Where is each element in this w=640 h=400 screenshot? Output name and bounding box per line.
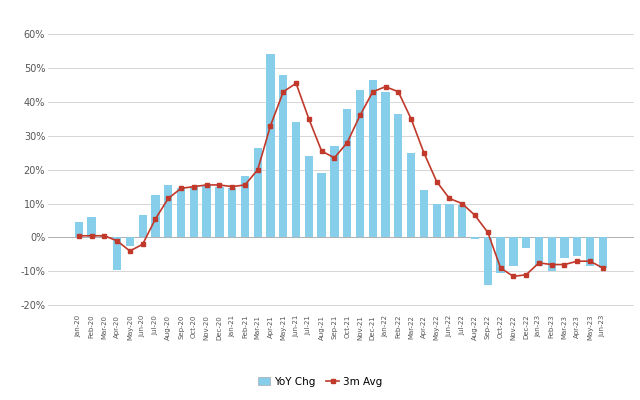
Bar bbox=[305, 156, 313, 238]
Bar bbox=[433, 204, 441, 238]
Bar bbox=[586, 238, 594, 266]
Bar bbox=[330, 146, 339, 238]
Bar bbox=[151, 195, 159, 238]
Bar bbox=[471, 238, 479, 239]
Bar bbox=[497, 238, 505, 273]
Bar bbox=[484, 238, 492, 285]
Bar bbox=[113, 238, 121, 270]
Bar bbox=[215, 187, 223, 238]
Bar bbox=[598, 238, 607, 268]
Bar bbox=[253, 148, 262, 238]
Bar bbox=[292, 122, 300, 238]
Bar bbox=[573, 238, 581, 256]
Bar bbox=[317, 173, 326, 238]
Legend: YoY Chg, 3m Avg: YoY Chg, 3m Avg bbox=[253, 372, 387, 391]
Bar bbox=[266, 54, 275, 238]
Bar bbox=[138, 216, 147, 238]
Bar bbox=[509, 238, 518, 266]
Bar bbox=[561, 238, 568, 258]
Bar bbox=[369, 80, 377, 238]
Bar bbox=[100, 236, 109, 238]
Bar bbox=[177, 188, 185, 238]
Bar bbox=[420, 190, 428, 238]
Bar bbox=[75, 222, 83, 238]
Bar bbox=[241, 176, 249, 238]
Bar bbox=[407, 153, 415, 238]
Bar bbox=[548, 238, 556, 271]
Bar bbox=[445, 204, 454, 238]
Bar bbox=[125, 238, 134, 246]
Bar bbox=[458, 205, 467, 238]
Bar bbox=[202, 185, 211, 238]
Bar bbox=[381, 92, 390, 238]
Bar bbox=[279, 75, 287, 238]
Bar bbox=[356, 90, 364, 238]
Bar bbox=[394, 114, 403, 238]
Bar bbox=[88, 217, 96, 238]
Bar bbox=[228, 188, 236, 238]
Bar bbox=[522, 238, 531, 248]
Bar bbox=[164, 185, 172, 238]
Bar bbox=[189, 187, 198, 238]
Bar bbox=[535, 238, 543, 266]
Bar bbox=[343, 109, 351, 238]
